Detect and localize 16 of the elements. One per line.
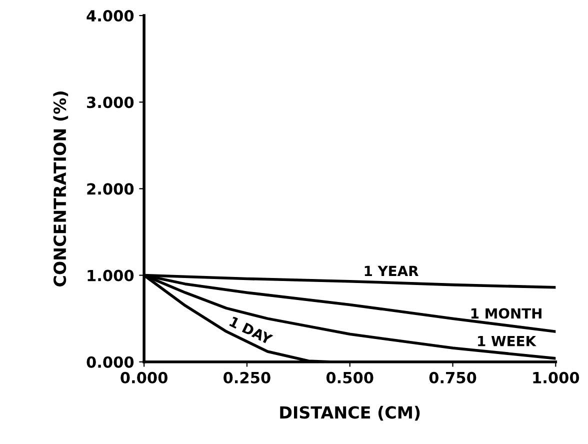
- y-tick-label: 1.000: [88, 270, 134, 282]
- x-tick-label: 0.250: [224, 372, 270, 384]
- x-tick-label: 0.500: [326, 372, 374, 384]
- x-axis-title: DISTANCE (CM): [280, 406, 420, 421]
- annotation: 1 MONTH: [471, 308, 542, 319]
- x-tick-label: 0.000: [120, 372, 168, 384]
- y-tick-label: 2.000: [87, 183, 134, 195]
- annotation: 1 YEAR: [364, 266, 418, 276]
- annotation: 1 DAY: [229, 316, 274, 345]
- x-tick-label: 1.000: [533, 372, 580, 384]
- y-tick-label: 3.000: [87, 96, 134, 108]
- x-tick-label: 0.750: [429, 372, 476, 384]
- y-tick-label: 0.000: [86, 356, 134, 368]
- annotation: 1 WEEK: [478, 336, 536, 346]
- y-tick-label: 4.000: [86, 10, 134, 22]
- y-axis-title: CONCENTRATION (%): [53, 92, 68, 286]
